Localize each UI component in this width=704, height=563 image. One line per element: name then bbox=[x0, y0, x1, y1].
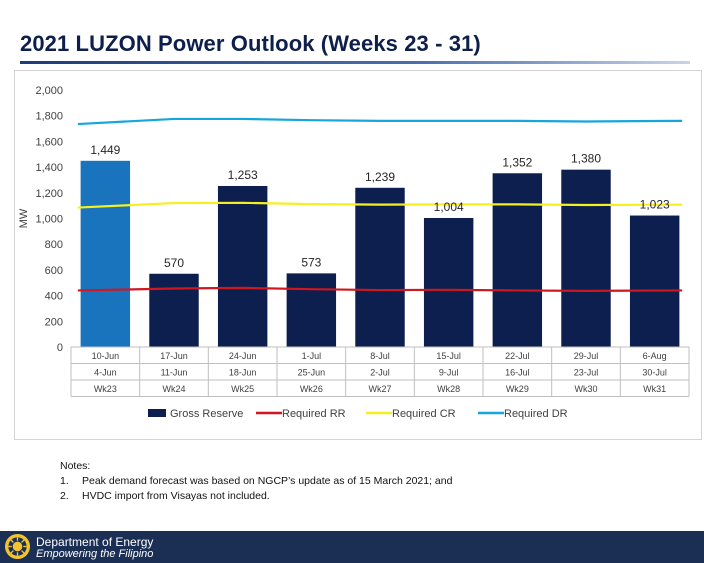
x-category-label: 1-Jul bbox=[302, 351, 322, 361]
x-category-label: Wk23 bbox=[94, 384, 117, 394]
note-item: 2. HVDC import from Visayas not included. bbox=[60, 489, 452, 504]
bar-gross-reserve bbox=[629, 215, 680, 347]
x-category-label: Wk29 bbox=[506, 384, 529, 394]
legend-swatch bbox=[148, 409, 166, 417]
legend-label: Required DR bbox=[504, 408, 568, 420]
y-tick-label: 800 bbox=[45, 239, 63, 251]
x-category-label: 25-Jun bbox=[298, 368, 326, 378]
x-category-label: 18-Jun bbox=[229, 368, 257, 378]
power-outlook-chart: 0 200 400 600 800 1,000 1,200 1,400 1,600 1,800 2,… bbox=[18, 85, 690, 420]
y-tick-label: 2,000 bbox=[35, 85, 63, 97]
x-category-label: 2-Jul bbox=[370, 368, 390, 378]
bar-data-label: 1,239 bbox=[365, 170, 395, 184]
legend-label: Required CR bbox=[392, 408, 456, 420]
y-tick-label: 1,600 bbox=[35, 136, 63, 148]
x-category-label: 16-Jul bbox=[505, 368, 530, 378]
y-tick-label: 1,000 bbox=[35, 214, 63, 226]
bar-data-label: 1,380 bbox=[571, 152, 601, 166]
x-category-label: 11-Jun bbox=[161, 368, 188, 378]
line-required-dr bbox=[77, 117, 683, 126]
bar-data-label: 1,004 bbox=[434, 200, 464, 214]
x-category-label: Wk24 bbox=[162, 384, 185, 394]
notes: Notes: 1. Peak demand forecast was based … bbox=[60, 459, 452, 504]
bar-data-label: 1,449 bbox=[90, 143, 120, 157]
bar-gross-reserve bbox=[80, 160, 131, 347]
y-tick-label: 1,800 bbox=[35, 111, 63, 123]
note-item: 1. Peak demand forecast was based on NGCP… bbox=[60, 474, 452, 489]
x-category-label: Wk28 bbox=[437, 384, 460, 394]
x-category-label: Wk27 bbox=[368, 384, 391, 394]
y-axis-label: MW bbox=[18, 208, 30, 228]
bar-data-label: 1,352 bbox=[502, 155, 532, 169]
doe-seal-icon bbox=[4, 533, 31, 560]
bar-data-label: 1,253 bbox=[228, 168, 258, 182]
footer-bar: Department of Energy Empowering the Fili… bbox=[0, 531, 704, 563]
x-category-label: 4-Jun bbox=[94, 368, 117, 378]
x-category-label: 22-Jul bbox=[505, 351, 530, 361]
notes-heading: Notes: bbox=[60, 460, 91, 472]
legend-label: Required RR bbox=[282, 408, 346, 420]
x-category-label: 15-Jul bbox=[436, 351, 461, 361]
x-category-label: 6-Aug bbox=[643, 351, 667, 361]
x-category-label: Wk25 bbox=[231, 384, 254, 394]
y-tick-label: 0 bbox=[57, 342, 63, 354]
x-category-label: 29-Jul bbox=[574, 351, 599, 361]
org-name: Department of Energy bbox=[36, 535, 154, 549]
page-title: 2021 LUZON Power Outlook (Weeks 23 - 31) bbox=[20, 31, 481, 56]
bar-gross-reserve bbox=[423, 217, 474, 347]
x-category-label: 8-Jul bbox=[370, 351, 390, 361]
chart-panel: 0 200 400 600 800 1,000 1,200 1,400 1,600 1,800 2,… bbox=[14, 70, 702, 440]
note-text: Peak demand forecast was based on NGCP’s… bbox=[82, 475, 453, 487]
x-category-label: Wk31 bbox=[643, 384, 666, 394]
bar-gross-reserve bbox=[355, 187, 405, 347]
bar-gross-reserve bbox=[561, 169, 611, 347]
y-tick-label: 1,400 bbox=[35, 162, 63, 174]
bar-data-label: 1,023 bbox=[640, 198, 670, 212]
x-category-label: Wk30 bbox=[574, 384, 597, 394]
line-required-cr bbox=[77, 201, 683, 209]
y-tick-label: 1,200 bbox=[35, 188, 63, 200]
x-category-label: 30-Jul bbox=[642, 368, 667, 378]
x-category-label: 10-Jun bbox=[92, 351, 120, 361]
x-category-label: 17-Jun bbox=[160, 351, 188, 361]
legend-label: Gross Reserve bbox=[170, 408, 243, 420]
note-number: 2. bbox=[60, 490, 69, 502]
y-tick-label: 200 bbox=[45, 316, 63, 328]
bar-gross-reserve bbox=[492, 173, 543, 347]
bar-data-label: 570 bbox=[164, 256, 184, 270]
x-category-label: 9-Jul bbox=[439, 368, 459, 378]
bar-gross-reserve bbox=[149, 273, 199, 347]
note-number: 1. bbox=[60, 475, 69, 487]
y-tick-label: 400 bbox=[45, 291, 63, 303]
org-tagline: Empowering the Filipino bbox=[36, 548, 154, 560]
bar-gross-reserve bbox=[217, 185, 268, 347]
y-tick-label: 600 bbox=[45, 265, 63, 277]
bar-data-label: 573 bbox=[301, 255, 321, 269]
line-required-rr bbox=[77, 286, 683, 292]
x-category-label: 23-Jul bbox=[574, 368, 599, 378]
note-text: HVDC import from Visayas not included. bbox=[82, 490, 270, 502]
title-underline bbox=[20, 61, 690, 64]
bar-gross-reserve bbox=[286, 273, 337, 347]
x-category-label: 24-Jun bbox=[229, 351, 257, 361]
x-category-label: Wk26 bbox=[300, 384, 323, 394]
